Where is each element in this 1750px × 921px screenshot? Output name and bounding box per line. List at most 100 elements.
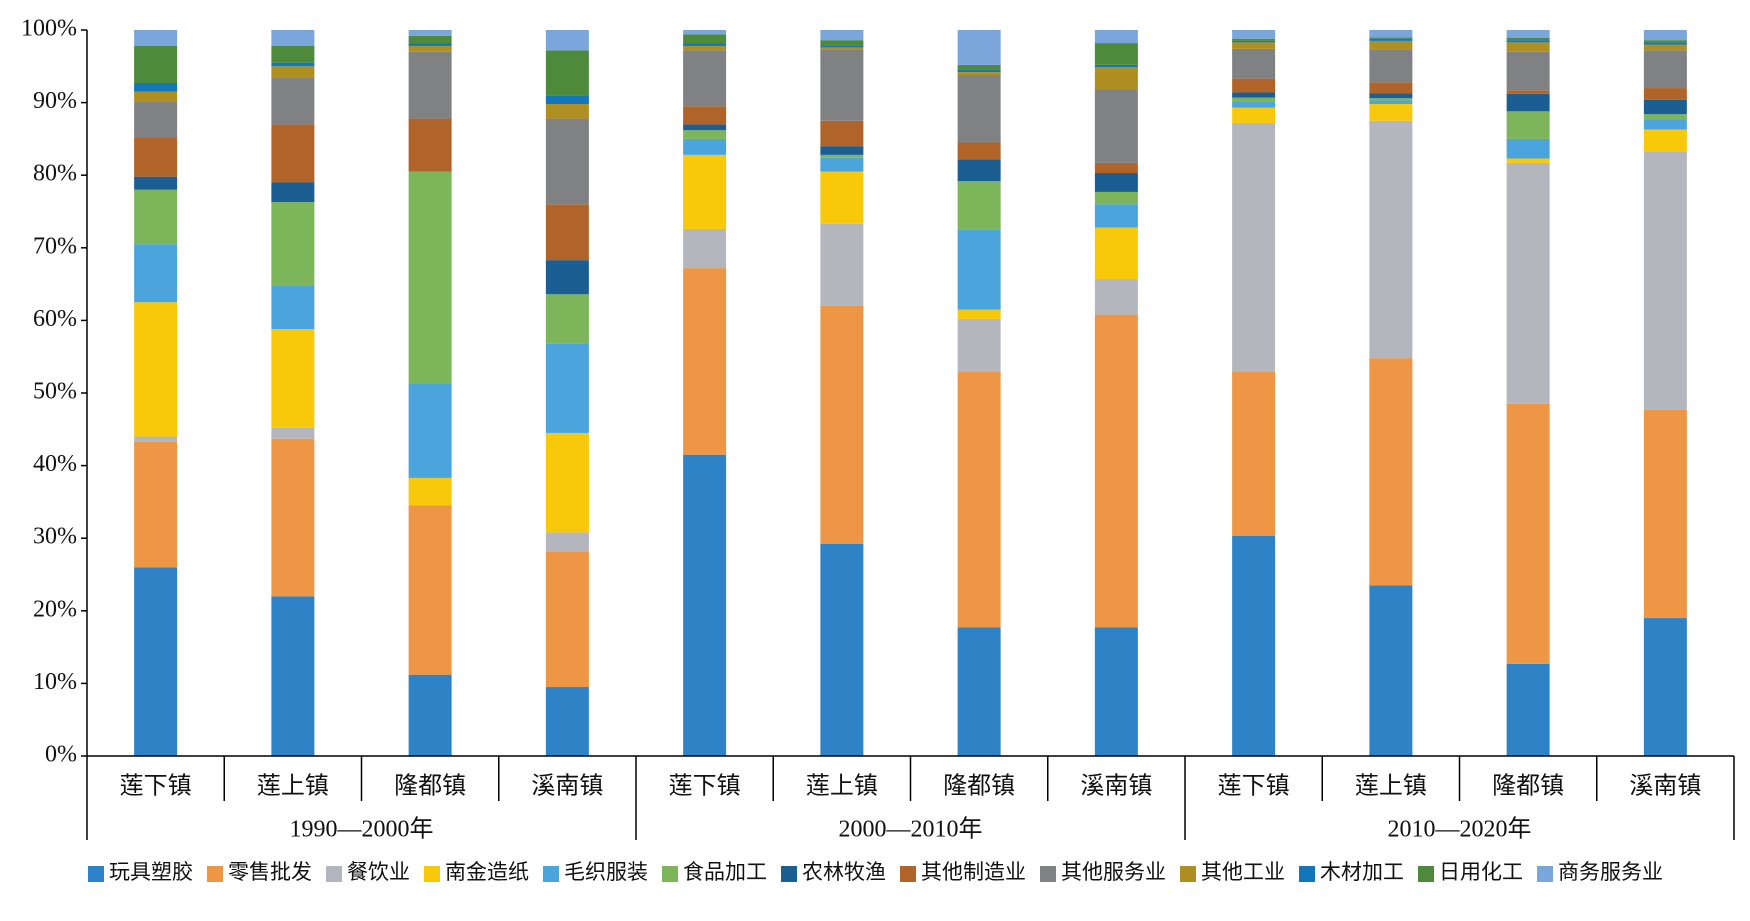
bar-segment bbox=[820, 30, 864, 41]
bar-segment bbox=[1506, 93, 1550, 112]
bar-segment bbox=[1643, 30, 1687, 41]
bar-segment bbox=[1369, 585, 1413, 756]
bar-segment bbox=[1643, 88, 1687, 100]
legend-swatch bbox=[781, 866, 797, 882]
bar-segment bbox=[1643, 42, 1687, 45]
bar-segment bbox=[1369, 104, 1413, 121]
bar-segment bbox=[408, 505, 452, 675]
y-tick-label: 70% bbox=[33, 233, 77, 259]
bar-segment bbox=[134, 436, 178, 442]
bar-segment bbox=[408, 51, 452, 119]
bar-segment bbox=[683, 30, 727, 35]
legend-label: 其他工业 bbox=[1201, 860, 1285, 884]
bar-segment bbox=[1506, 663, 1550, 756]
bar-segment bbox=[1232, 40, 1276, 43]
y-tick-label: 100% bbox=[21, 16, 77, 42]
bar-segment bbox=[820, 120, 864, 147]
bar-segment bbox=[408, 43, 452, 46]
bar-segment bbox=[408, 477, 452, 506]
bar-segment bbox=[134, 567, 178, 756]
bar-segment bbox=[271, 62, 315, 67]
bar-segment bbox=[271, 30, 315, 46]
bar-segment bbox=[1369, 82, 1413, 94]
bar-segment bbox=[683, 138, 727, 155]
bar-segment bbox=[134, 91, 178, 102]
bar-segment bbox=[1232, 92, 1276, 98]
bar-segment bbox=[1232, 30, 1276, 39]
bar-segment bbox=[1643, 40, 1687, 43]
bar-segment bbox=[1506, 162, 1550, 404]
bar-segment bbox=[820, 544, 864, 756]
legend-label: 玩具塑胶 bbox=[109, 860, 193, 884]
bar-segment bbox=[957, 229, 1001, 310]
legend-swatch bbox=[1180, 866, 1196, 882]
bar-segment bbox=[1369, 120, 1413, 359]
bar-segment bbox=[1643, 50, 1687, 89]
group-label: 2010—2020年 bbox=[1388, 816, 1532, 843]
bar-segment bbox=[271, 77, 315, 125]
bar-segment bbox=[820, 47, 864, 50]
bar-segment bbox=[1369, 100, 1413, 105]
bar-segment bbox=[683, 124, 727, 131]
bar-segment bbox=[1369, 49, 1413, 83]
y-tick-label: 90% bbox=[33, 88, 77, 114]
bar-segment bbox=[1369, 98, 1413, 101]
bar-segment bbox=[820, 146, 864, 155]
bar-segment bbox=[1643, 618, 1687, 756]
bar-segment bbox=[1369, 93, 1413, 99]
bar-segment bbox=[1232, 48, 1276, 79]
bar-segment bbox=[820, 45, 864, 48]
bar-segment bbox=[1506, 111, 1550, 139]
bar-segment bbox=[271, 596, 315, 756]
bar-segment bbox=[1094, 89, 1138, 163]
legend-label: 商务服务业 bbox=[1558, 860, 1663, 884]
bar-segment bbox=[957, 142, 1001, 160]
bar-segment bbox=[408, 30, 452, 36]
bar-segment bbox=[271, 124, 315, 183]
bar-segment bbox=[271, 285, 315, 330]
bar-segment bbox=[1232, 536, 1276, 756]
bar-segment bbox=[134, 441, 178, 568]
bar-segment bbox=[1369, 40, 1413, 50]
bar-segment bbox=[1094, 67, 1138, 90]
x-tick-label: 溪南镇 bbox=[1629, 773, 1701, 800]
bar-segment bbox=[271, 438, 315, 597]
y-tick-label: 50% bbox=[33, 379, 77, 405]
bar-segment bbox=[545, 95, 589, 105]
x-tick-label: 莲下镇 bbox=[120, 773, 192, 800]
bar-segment bbox=[545, 50, 589, 96]
bar-segment bbox=[545, 30, 589, 51]
bar-segment bbox=[820, 40, 864, 46]
bar-segment bbox=[683, 228, 727, 269]
bar-segment bbox=[134, 137, 178, 177]
bar-segment bbox=[820, 171, 864, 224]
legend-label: 日用化工 bbox=[1439, 860, 1523, 884]
bar-segment bbox=[134, 30, 178, 46]
bar-segment bbox=[957, 72, 1001, 76]
bar-segment bbox=[957, 627, 1001, 756]
x-tick-label: 莲上镇 bbox=[257, 773, 329, 800]
bar-segment bbox=[683, 106, 727, 125]
bar-segment bbox=[545, 294, 589, 344]
legend-swatch bbox=[1040, 866, 1056, 882]
bar-segment bbox=[1369, 37, 1413, 39]
bar-segment bbox=[1094, 279, 1138, 315]
bar-segment bbox=[408, 35, 452, 44]
bar-segment bbox=[545, 532, 589, 552]
bar-segment bbox=[957, 181, 1001, 230]
legend-label: 南金造纸 bbox=[445, 860, 529, 884]
y-tick-label: 0% bbox=[45, 742, 77, 768]
bar-segment bbox=[1643, 129, 1687, 152]
bar-segment bbox=[271, 66, 315, 78]
bar-segment bbox=[134, 302, 178, 437]
bar-segment bbox=[134, 176, 178, 190]
bar-segment bbox=[683, 268, 727, 455]
bar-segment bbox=[1094, 627, 1138, 756]
legend-label: 木材加工 bbox=[1320, 860, 1404, 884]
legend-label: 其他服务业 bbox=[1061, 860, 1166, 884]
bar-segment bbox=[957, 309, 1001, 319]
bar-segment bbox=[134, 45, 178, 83]
group-label: 2000—2010年 bbox=[839, 816, 983, 843]
bar-segment bbox=[545, 343, 589, 433]
